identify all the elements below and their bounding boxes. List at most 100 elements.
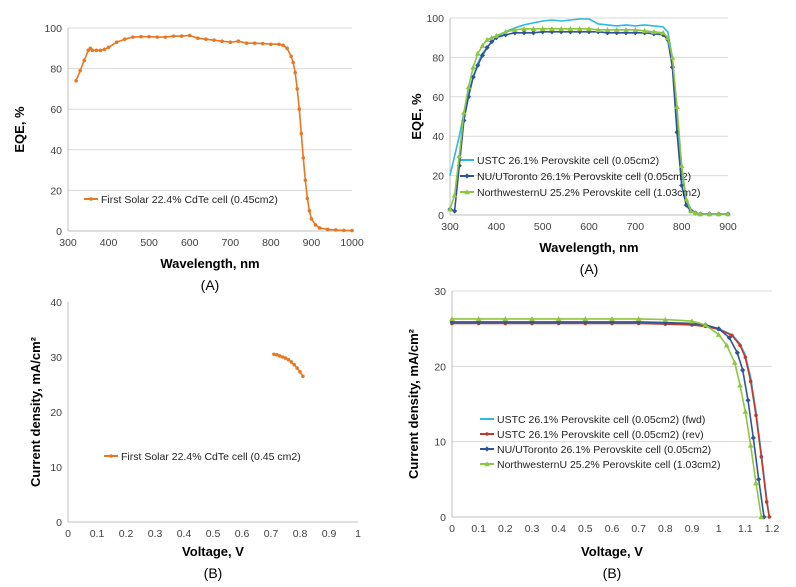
data-point [759, 454, 764, 459]
y-axis-title: EQE, % [409, 93, 424, 140]
legend-marker [464, 173, 470, 179]
y-tick-label: 10 [50, 462, 62, 474]
data-point [98, 48, 103, 53]
data-point [747, 442, 754, 448]
x-tick-label: 0.5 [578, 523, 593, 535]
panel-label: (A) [580, 261, 599, 277]
x-tick-label: 0.2 [119, 528, 134, 540]
legend-label: NU/UToronto 26.1% Perovskite cell (0.05c… [497, 444, 711, 456]
y-tick-label: 40 [50, 297, 62, 309]
data-point [743, 355, 748, 360]
x-tick-label: 800 [673, 221, 691, 233]
x-tick-label: 0.9 [322, 528, 337, 540]
series-northwesternu-25-2-perovskite-cell-1-03cm2 [447, 26, 731, 217]
x-tick-label: 0.3 [525, 523, 540, 535]
legend-label: NorthwesternU 25.2% Perovskite cell (1.0… [477, 187, 701, 199]
data-point [106, 45, 111, 50]
legend-entry: NU/UToronto 26.1% Perovskite cell (0.05c… [460, 171, 691, 183]
y-tick-label: 30 [434, 286, 446, 298]
data-point [82, 58, 87, 63]
data-point [139, 34, 143, 39]
data-point [298, 370, 302, 374]
data-point [220, 39, 224, 43]
data-point [689, 320, 695, 326]
legend-marker [485, 432, 489, 436]
series-line [449, 27, 728, 215]
data-point [549, 26, 555, 32]
data-point [715, 331, 722, 337]
series-line [273, 353, 304, 377]
data-point [303, 178, 308, 183]
legend-label: USTC 26.1% Perovskite cell (0.05cm2) [477, 155, 659, 167]
data-point [756, 476, 762, 482]
data-point [461, 117, 467, 124]
x-tick-label: 0.6 [235, 528, 250, 540]
data-point [252, 41, 257, 46]
data-point [313, 223, 318, 227]
y-tick-label: 0 [438, 210, 444, 222]
data-point [196, 36, 200, 40]
legend-label: NorthwesternU 25.2% Perovskite cell (1.0… [497, 459, 721, 471]
data-point [114, 40, 119, 45]
x-tick-label: 800 [262, 237, 280, 249]
x-axis-title: Voltage, V [581, 544, 643, 559]
x-tick-label: 300 [59, 237, 77, 249]
legend-entry: USTC 26.1% Perovskite cell (0.05cm2) (fw… [480, 414, 705, 426]
x-tick-label: 0.5 [206, 528, 221, 540]
x-tick-label: 0.8 [293, 528, 308, 540]
data-point [475, 316, 482, 322]
data-point [269, 42, 273, 47]
x-tick-label: 0 [449, 523, 455, 535]
data-point [244, 41, 249, 46]
data-point [745, 397, 751, 403]
x-tick-label: 1.2 [765, 523, 780, 535]
data-point [664, 34, 671, 40]
panel-label: (A) [201, 277, 220, 293]
legend-label: NU/UToronto 26.1% Perovskite cell (0.05c… [477, 171, 691, 183]
data-point [662, 316, 669, 322]
y-tick-label: 60 [432, 92, 444, 104]
data-point [187, 33, 192, 38]
data-point [632, 27, 639, 33]
data-point [475, 62, 481, 68]
data-point [283, 356, 288, 360]
x-tick-label: 1 [355, 528, 361, 540]
data-point [738, 343, 742, 348]
x-tick-label: 0.7 [631, 523, 646, 535]
y-tick-label: 0 [56, 226, 62, 238]
y-tick-label: 20 [432, 171, 444, 183]
x-tick-label: 300 [441, 221, 459, 233]
data-point [305, 196, 310, 201]
data-point [484, 36, 490, 42]
chart-eqe-cdte: 0 20 40 60 80 100 300 400 500 600 700 800 900 1000 Wav… [12, 23, 364, 293]
legend-entry: NorthwesternU 25.2% Perovskite cell (1.0… [460, 187, 701, 199]
series-line [452, 322, 771, 518]
y-tick-label: 20 [434, 361, 446, 373]
legend-entry: NorthwesternU 25.2% Perovskite cell (1.0… [480, 459, 721, 471]
x-tick-label: 0.4 [551, 523, 566, 535]
data-point [753, 480, 759, 486]
y-tick-label: 100 [44, 23, 62, 35]
data-point [286, 357, 291, 362]
data-point [555, 316, 562, 322]
panel-label: (B) [204, 565, 223, 581]
data-point [549, 29, 555, 35]
data-point [726, 335, 732, 341]
data-point [539, 26, 546, 32]
data-point [521, 26, 527, 32]
data-point [683, 202, 689, 208]
data-point [558, 29, 564, 35]
x-tick-label: 0.3 [148, 528, 163, 540]
x-tick-label: 700 [222, 237, 240, 249]
data-point [272, 352, 276, 357]
data-point [567, 29, 574, 35]
y-tick-label: 40 [50, 145, 62, 157]
series-northwesternu-25-2-perovskite-cell-1-03cm2 [449, 316, 765, 520]
data-point [74, 78, 78, 83]
data-point [641, 28, 648, 34]
chart-jv-perovskite: 0 10 20 30 0 0.1 0.2 0.3 0.4 0.5 0.6 0.7 0.8 0.9 1 1.1 1… [406, 286, 779, 581]
data-point [297, 107, 302, 111]
x-tick-label: 500 [534, 221, 552, 233]
data-point [452, 208, 458, 214]
y-tick-label: 20 [50, 185, 62, 197]
